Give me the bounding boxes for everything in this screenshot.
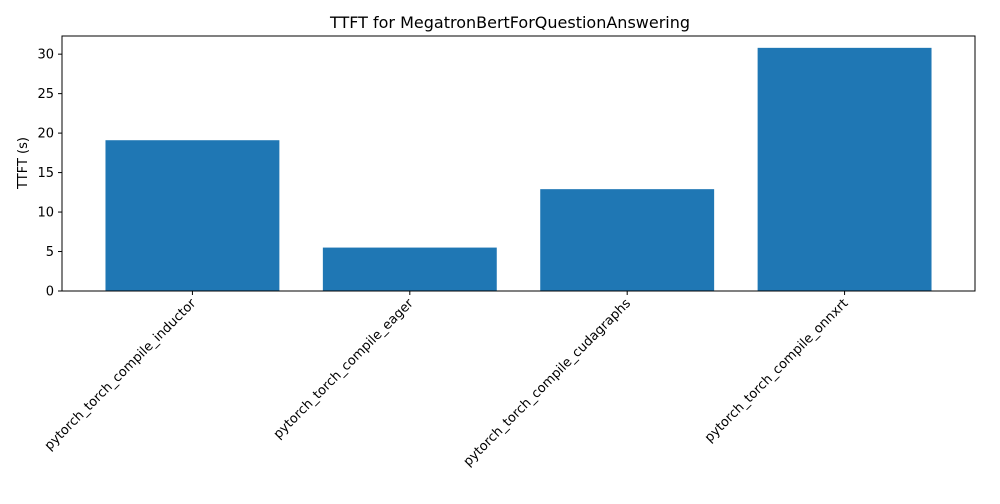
- x-tick-label: pytorch_torch_compile_onnxrt: [702, 296, 851, 445]
- bar-pytorch_torch_compile_eager: [322, 247, 497, 291]
- x-tick-label: pytorch_torch_compile_inductor: [42, 296, 200, 454]
- bar-pytorch_torch_compile_cudagraphs: [540, 189, 715, 291]
- x-tick-label: pytorch_torch_compile_cudagraphs: [461, 296, 634, 469]
- bars-group: [105, 47, 932, 292]
- bar-pytorch_torch_compile_inductor: [105, 140, 280, 291]
- y-axis-label: TTFT (s): [16, 137, 31, 190]
- y-tick-label: 15: [37, 166, 54, 181]
- chart-title: TTFT for MegatronBertForQuestionAnswerin…: [329, 13, 690, 32]
- y-tick-label: 5: [46, 245, 54, 260]
- y-tick-label: 30: [37, 48, 54, 63]
- y-tick-label: 25: [37, 87, 54, 102]
- y-ticks-group: 0 5 10 15 20 25 30: [37, 48, 62, 300]
- y-tick-label: 0: [46, 285, 54, 300]
- x-ticks-group: pytorch_torch_compile_inductor pytorch_to…: [42, 291, 851, 470]
- x-tick-label: pytorch_torch_compile_eager: [271, 296, 417, 442]
- plot-frame: [61, 35, 976, 292]
- bar-pytorch_torch_compile_onnxrt: [757, 47, 932, 292]
- y-tick-label: 20: [37, 127, 54, 142]
- y-tick-label: 10: [37, 206, 54, 221]
